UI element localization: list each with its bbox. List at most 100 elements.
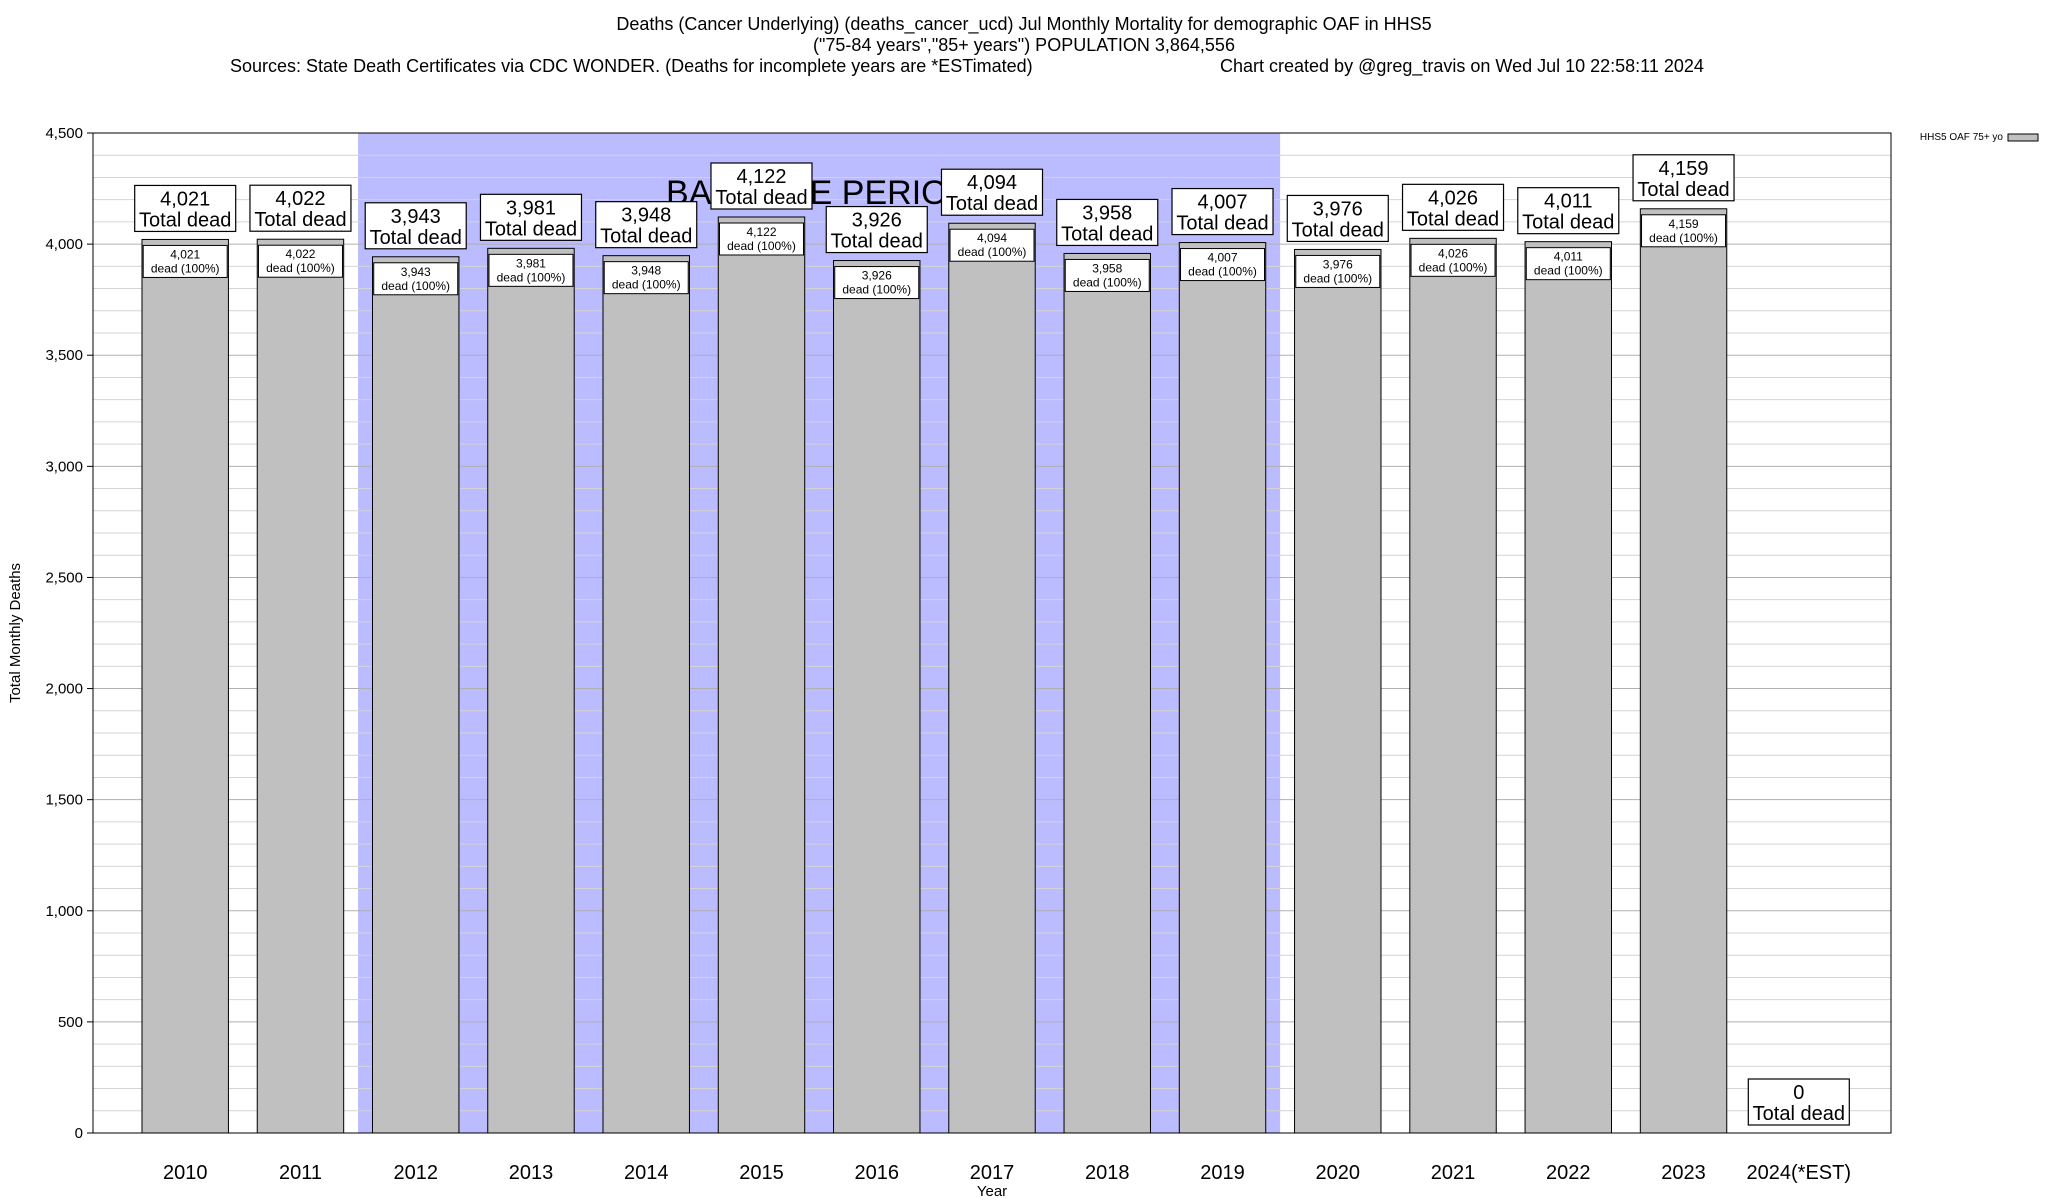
total-value-label: 4,026 xyxy=(1428,187,1478,209)
legend-label: HHS5 OAF 75+ yo xyxy=(1920,132,2004,143)
total-dead-label: Total dead xyxy=(600,226,692,248)
y-tick-label: 1,000 xyxy=(45,903,83,920)
inner-value-label: 4,007 xyxy=(1207,251,1237,265)
bar-2016 xyxy=(833,260,921,1134)
inner-label-box xyxy=(603,261,689,295)
chart-sources: Sources: State Death Certificates via CD… xyxy=(230,56,1033,76)
inner-label-box xyxy=(373,262,459,296)
chart-title-block: Deaths (Cancer Underlying) (deaths_cance… xyxy=(0,14,2048,77)
total-dead-label: Total dead xyxy=(1061,223,1153,245)
inner-value-label: 4,011 xyxy=(1554,250,1583,264)
total-label-box xyxy=(825,205,928,254)
total-value-label: 0 xyxy=(1793,1082,1804,1104)
total-value-label: 3,926 xyxy=(852,210,902,232)
x-tick-label: 2022 xyxy=(1546,1162,1591,1184)
total-label-box xyxy=(479,193,583,241)
x-tick-label: 2016 xyxy=(854,1162,899,1184)
inner-percent-label: dead (100%) xyxy=(842,283,911,297)
chart-credit: Chart created by @greg_travis on Wed Jul… xyxy=(1220,56,1704,76)
inner-label-box xyxy=(834,266,920,300)
inner-percent-label: dead (100%) xyxy=(1534,264,1603,278)
y-axis-label: Total Monthly Deaths xyxy=(7,563,24,703)
total-value-label: 4,022 xyxy=(275,188,325,210)
inner-label-box xyxy=(1525,247,1611,281)
inner-percent-label: dead (100%) xyxy=(612,278,681,292)
inner-percent-label: dead (100%) xyxy=(151,261,220,275)
bar-2011 xyxy=(256,238,345,1134)
total-label-box xyxy=(1632,154,1735,202)
inner-percent-label: dead (100%) xyxy=(958,245,1027,259)
inner-value-label: 4,094 xyxy=(977,231,1007,245)
total-dead-label: Total dead xyxy=(1637,179,1729,201)
inner-label-box xyxy=(1064,258,1150,292)
inner-percent-label: dead (100%) xyxy=(497,270,566,284)
x-tick-label: 2021 xyxy=(1431,1162,1476,1184)
total-value-label: 4,122 xyxy=(736,166,786,188)
y-tick-label: 3,000 xyxy=(45,458,83,475)
bar-2021 xyxy=(1409,237,1497,1134)
bar-2015 xyxy=(717,216,806,1134)
y-tick-label: 4,000 xyxy=(45,236,83,253)
inner-percent-label: dead (100%) xyxy=(1188,265,1257,279)
chart-bars xyxy=(141,208,1728,1134)
bar-2022 xyxy=(1524,241,1613,1134)
total-label-box xyxy=(1517,187,1620,235)
total-label-box xyxy=(1286,194,1389,243)
bar-2010 xyxy=(141,238,229,1134)
inner-percent-label: dead (100%) xyxy=(266,261,335,275)
x-tick-label: 2018 xyxy=(1085,1162,1130,1184)
inner-value-label: 3,926 xyxy=(862,269,892,283)
inner-percent-label: dead (100%) xyxy=(1649,231,1718,245)
inner-label-box xyxy=(949,228,1035,262)
chart-legend: HHS5 OAF 75+ yo xyxy=(1920,132,2039,143)
y-tick-label: 500 xyxy=(58,1014,83,1031)
bar-2012 xyxy=(371,256,460,1134)
total-dead-label: Total dead xyxy=(1407,208,1499,230)
inner-value-label: 3,948 xyxy=(631,264,661,278)
total-value-label: 4,159 xyxy=(1659,158,1709,180)
total-value-label: 3,948 xyxy=(621,205,671,227)
inner-percent-label: dead (100%) xyxy=(1303,271,1372,285)
total-label-box xyxy=(710,162,813,210)
inner-percent-label: dead (100%) xyxy=(381,279,450,293)
bar-2017 xyxy=(948,222,1036,1134)
x-tick-label: 2020 xyxy=(1316,1162,1361,1184)
inner-label-box xyxy=(488,253,574,287)
inner-label-box xyxy=(1295,254,1381,288)
total-label-box xyxy=(1171,187,1274,236)
total-value-label: 4,011 xyxy=(1544,191,1593,213)
y-tick-label: 1,500 xyxy=(45,792,83,809)
x-tick-label: 2011 xyxy=(279,1162,322,1184)
total-dead-label: Total dead xyxy=(831,231,923,253)
x-tick-label: 2023 xyxy=(1661,1162,1706,1184)
inner-label-box xyxy=(1641,214,1727,248)
chart-source-line: Sources: State Death Certificates via CD… xyxy=(0,56,2048,77)
inner-percent-label: dead (100%) xyxy=(1419,260,1488,274)
inner-label-box xyxy=(718,222,804,256)
total-label-box xyxy=(1747,1078,1850,1126)
total-value-label: 4,007 xyxy=(1197,192,1247,214)
y-tick-label: 0 xyxy=(75,1125,83,1142)
total-dead-label: Total dead xyxy=(946,193,1038,215)
bar-2014 xyxy=(602,255,690,1134)
total-dead-label: Total dead xyxy=(1753,1103,1845,1125)
total-value-label: 4,021 xyxy=(160,188,210,210)
total-dead-label: Total dead xyxy=(370,227,462,249)
total-value-label: 3,958 xyxy=(1082,202,1132,224)
inner-percent-label: dead (100%) xyxy=(1073,275,1142,289)
inner-value-label: 3,976 xyxy=(1323,257,1353,271)
total-dead-label: Total dead xyxy=(139,209,231,231)
inner-label-box xyxy=(142,244,228,278)
bar-2019 xyxy=(1178,242,1267,1134)
y-tick-label: 4,500 xyxy=(45,125,83,142)
inner-value-label: 4,159 xyxy=(1669,217,1699,231)
total-label-box xyxy=(134,184,237,233)
x-tick-label: 2015 xyxy=(739,1162,784,1184)
chart-title: Deaths (Cancer Underlying) (deaths_cance… xyxy=(616,14,1432,34)
inner-value-label: 4,022 xyxy=(285,247,315,261)
x-tick-label: 2014 xyxy=(624,1162,669,1184)
total-value-label: 4,094 xyxy=(967,172,1017,194)
inner-label-box xyxy=(1410,243,1496,277)
